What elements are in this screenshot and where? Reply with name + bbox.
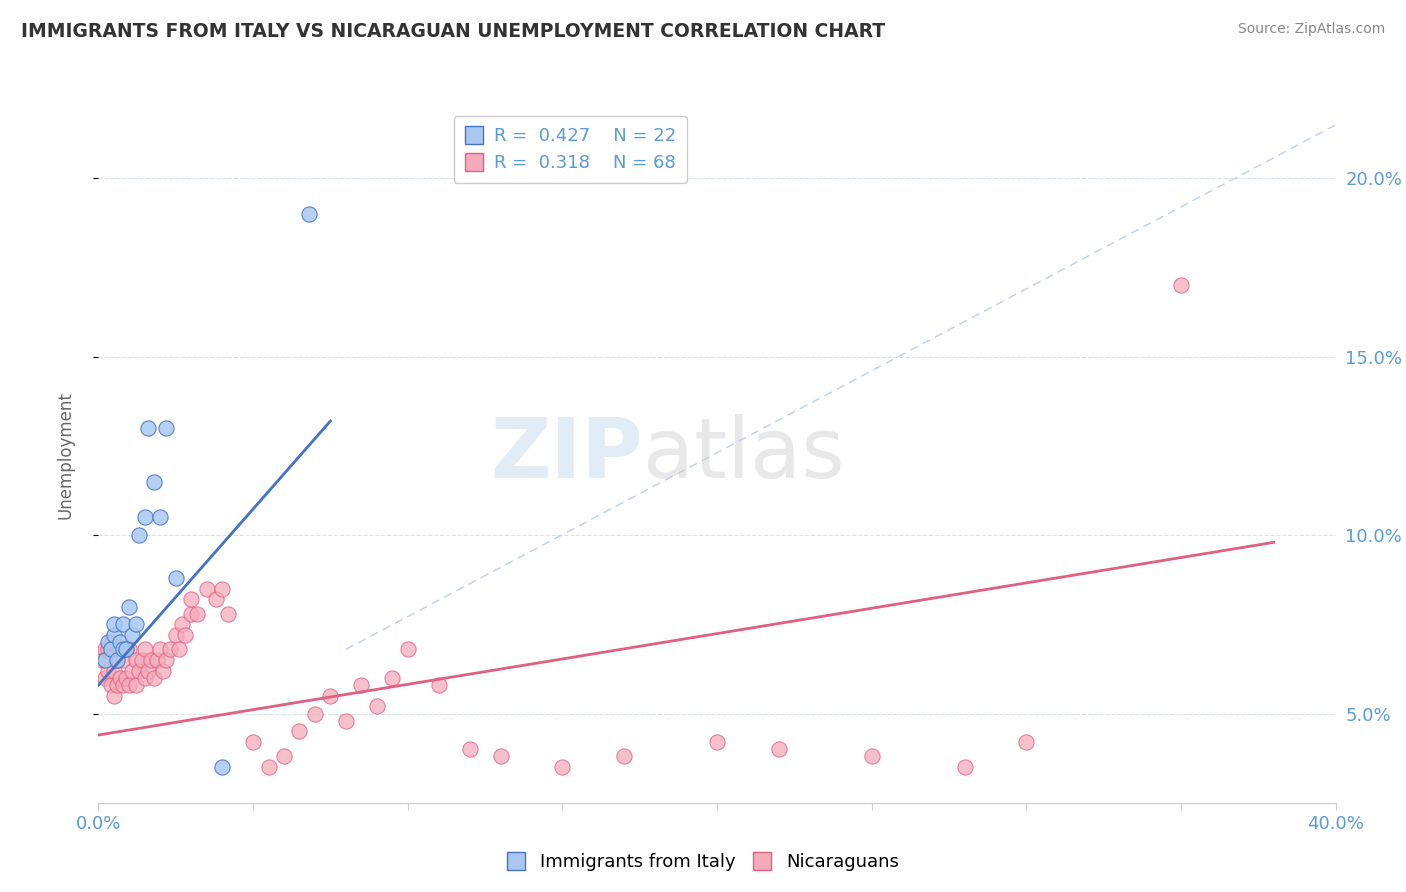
Point <box>165 628 187 642</box>
Point <box>103 689 125 703</box>
Point <box>174 628 197 642</box>
Point <box>90 653 112 667</box>
Point <box>97 635 120 649</box>
Point <box>551 760 574 774</box>
Point <box>105 653 128 667</box>
Point <box>103 628 125 642</box>
Point <box>124 617 146 632</box>
Point <box>155 653 177 667</box>
Point <box>1015 735 1038 749</box>
Point <box>105 653 128 667</box>
Point <box>195 582 218 596</box>
Point <box>108 635 131 649</box>
Point <box>143 671 166 685</box>
Point <box>396 642 419 657</box>
Point <box>304 706 326 721</box>
Point <box>350 678 373 692</box>
Point <box>103 642 125 657</box>
Point <box>427 678 450 692</box>
Point <box>115 671 138 685</box>
Point <box>217 607 239 621</box>
Point <box>112 678 135 692</box>
Point <box>319 689 342 703</box>
Point <box>97 642 120 657</box>
Point <box>273 749 295 764</box>
Point <box>131 653 153 667</box>
Point <box>100 635 122 649</box>
Point <box>170 617 193 632</box>
Point <box>180 592 202 607</box>
Point <box>1170 278 1192 293</box>
Point <box>136 421 159 435</box>
Point <box>93 653 115 667</box>
Point <box>118 599 141 614</box>
Point <box>165 571 187 585</box>
Point <box>112 617 135 632</box>
Point <box>613 749 636 764</box>
Point <box>149 510 172 524</box>
Point <box>152 664 174 678</box>
Point <box>103 617 125 632</box>
Point <box>706 735 728 749</box>
Point <box>108 642 131 657</box>
Point <box>139 653 162 667</box>
Point <box>134 671 156 685</box>
Point <box>768 742 790 756</box>
Point <box>128 664 150 678</box>
Point <box>103 664 125 678</box>
Point <box>118 642 141 657</box>
Point <box>167 642 190 657</box>
Y-axis label: Unemployment: Unemployment <box>56 391 75 519</box>
Point <box>124 653 146 667</box>
Point <box>155 421 177 435</box>
Point <box>381 671 404 685</box>
Point <box>242 735 264 749</box>
Point <box>115 642 138 657</box>
Point <box>211 760 233 774</box>
Point <box>335 714 357 728</box>
Point <box>112 642 135 657</box>
Legend: R =  0.427    N = 22, R =  0.318    N = 68: R = 0.427 N = 22, R = 0.318 N = 68 <box>454 116 686 183</box>
Point <box>186 607 208 621</box>
Text: atlas: atlas <box>643 415 845 495</box>
Point <box>108 671 131 685</box>
Point <box>97 664 120 678</box>
Point <box>298 207 321 221</box>
Point <box>257 760 280 774</box>
Point <box>118 678 141 692</box>
Point <box>205 592 228 607</box>
Point <box>93 642 115 657</box>
Point <box>288 724 311 739</box>
Point <box>115 642 138 657</box>
Point <box>121 664 143 678</box>
Point <box>100 642 122 657</box>
Point <box>159 642 181 657</box>
Text: IMMIGRANTS FROM ITALY VS NICARAGUAN UNEMPLOYMENT CORRELATION CHART: IMMIGRANTS FROM ITALY VS NICARAGUAN UNEM… <box>21 22 886 41</box>
Text: Source: ZipAtlas.com: Source: ZipAtlas.com <box>1237 22 1385 37</box>
Point <box>121 628 143 642</box>
Point <box>149 642 172 657</box>
Point <box>112 653 135 667</box>
Point <box>143 475 166 489</box>
Point <box>146 653 169 667</box>
Point <box>180 607 202 621</box>
Point <box>134 510 156 524</box>
Point <box>100 678 122 692</box>
Point <box>136 664 159 678</box>
Point <box>128 528 150 542</box>
Point <box>93 671 115 685</box>
Point <box>211 582 233 596</box>
Point <box>860 749 883 764</box>
Point <box>458 742 481 756</box>
Point <box>489 749 512 764</box>
Point <box>134 642 156 657</box>
Text: ZIP: ZIP <box>491 415 643 495</box>
Point <box>105 678 128 692</box>
Legend: Immigrants from Italy, Nicaraguans: Immigrants from Italy, Nicaraguans <box>501 847 905 879</box>
Point <box>953 760 976 774</box>
Point <box>366 699 388 714</box>
Point <box>124 678 146 692</box>
